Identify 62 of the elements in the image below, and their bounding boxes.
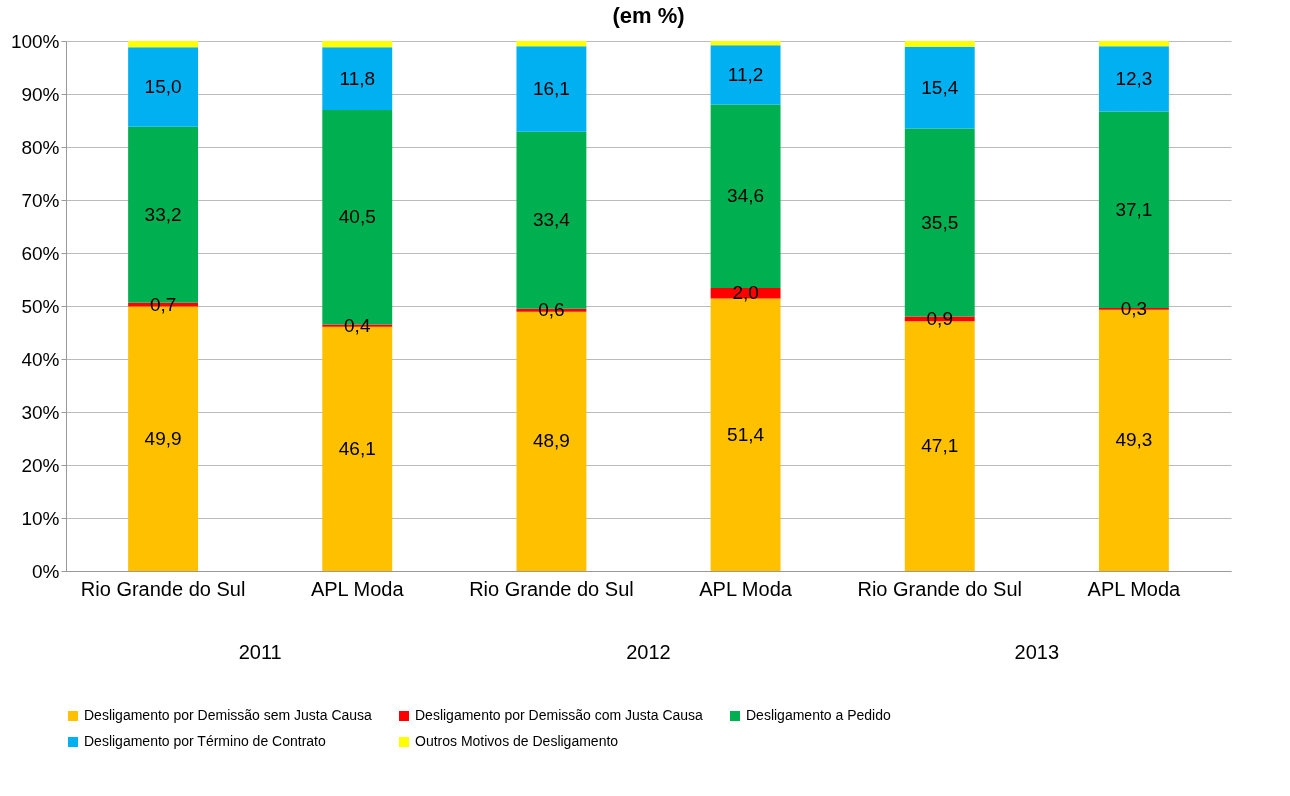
x-tick-label: APL Moda — [1087, 577, 1182, 600]
chart-title: (em %) — [612, 3, 685, 28]
data-label: 47,1 — [921, 435, 959, 457]
data-label: 37,1 — [1115, 198, 1153, 220]
bar — [710, 104, 781, 288]
legend-label: Outros Motivos de Desligamento — [415, 733, 619, 749]
data-label: 49,9 — [144, 427, 182, 449]
y-tick-label: 20% — [21, 454, 60, 476]
y-tick-label: 70% — [21, 189, 60, 211]
y-tick-label: 90% — [21, 83, 60, 105]
bar — [1098, 41, 1169, 47]
data-label: 48,9 — [532, 430, 570, 452]
legend-label: Desligamento por Término de Contrato — [84, 733, 326, 749]
data-label: 40,5 — [338, 206, 376, 228]
data-label: 0,9 — [926, 307, 953, 329]
data-label: 33,2 — [144, 203, 182, 225]
y-tick-label: 60% — [21, 242, 60, 264]
data-label: 46,1 — [338, 437, 376, 459]
bar — [710, 45, 781, 105]
bar — [904, 46, 975, 129]
x-tick-label: APL Moda — [699, 577, 793, 600]
bar — [128, 41, 199, 48]
y-tick-label: 40% — [21, 348, 60, 370]
data-label: 35,5 — [921, 211, 959, 233]
y-tick-label: 10% — [21, 507, 60, 529]
bar — [322, 41, 393, 48]
text: 2011 — [238, 641, 282, 663]
y-tick-label: 30% — [21, 401, 60, 423]
data-label: 16,1 — [532, 77, 570, 99]
bar — [710, 41, 781, 46]
x-tick-label: APL Moda — [310, 577, 405, 600]
bar — [904, 41, 975, 47]
legend-label: Desligamento a Pedido — [746, 707, 891, 723]
data-label: 11,2 — [727, 63, 764, 85]
x-tick-label: Rio Grande do Sul — [857, 577, 1023, 600]
y-tick-label: 100% — [10, 30, 60, 52]
data-label: 15,4 — [921, 76, 959, 98]
data-label: 34,6 — [727, 185, 765, 207]
data-label: 0,6 — [538, 299, 565, 321]
text: 2013 — [1014, 641, 1060, 663]
x-tick-label: Rio Grande do Sul — [469, 577, 634, 600]
data-label: 12,3 — [1115, 67, 1153, 89]
data-label: 2,0 — [732, 282, 759, 304]
bar — [1098, 46, 1169, 112]
data-label: 51,4 — [727, 423, 765, 445]
bar — [516, 41, 587, 47]
y-tick-label: 80% — [21, 136, 60, 158]
y-tick-label: 0% — [32, 560, 60, 582]
text: 2012 — [626, 641, 671, 663]
data-label: 15,0 — [144, 76, 182, 98]
bar — [128, 47, 199, 127]
legend-label: Desligamento por Demissão sem Justa Causa — [84, 707, 373, 723]
data-label: 49,3 — [1115, 429, 1153, 451]
x-tick-label: Rio Grande do Sul — [80, 577, 246, 600]
data-label: 33,4 — [532, 209, 571, 231]
bar — [516, 46, 587, 132]
legend-label: Desligamento por Demissão com Justa Causa — [415, 707, 704, 723]
bar — [322, 47, 393, 110]
data-label: 0,3 — [1120, 297, 1148, 319]
data-label: 0,7 — [149, 293, 177, 315]
data-label: 11,8 — [339, 67, 376, 89]
y-tick-label: 50% — [21, 295, 60, 317]
